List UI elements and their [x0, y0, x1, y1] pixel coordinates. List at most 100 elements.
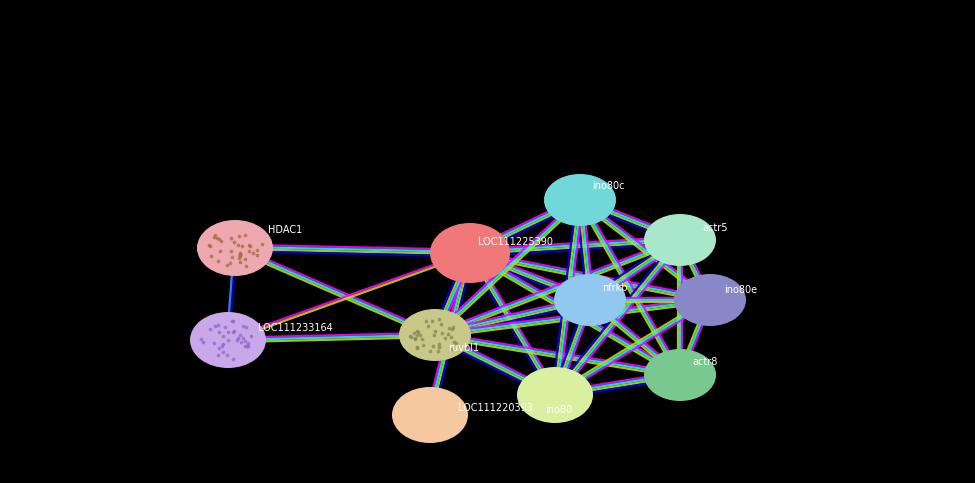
Point [420, 322, 436, 330]
Point [444, 333, 459, 341]
Point [448, 339, 464, 347]
Text: ino80e: ino80e [724, 285, 758, 295]
Point [242, 242, 257, 250]
Point [410, 328, 426, 336]
Text: actr8: actr8 [692, 357, 718, 367]
Point [221, 259, 237, 267]
Point [237, 231, 253, 239]
Point [437, 334, 452, 342]
Point [211, 321, 226, 329]
Point [210, 257, 225, 265]
Point [411, 331, 427, 339]
Point [224, 317, 240, 325]
Point [219, 351, 235, 359]
Point [206, 233, 221, 241]
Point [215, 348, 231, 355]
Ellipse shape [674, 274, 746, 326]
Point [236, 334, 252, 342]
Point [238, 323, 254, 331]
Point [417, 317, 433, 325]
Point [211, 351, 226, 359]
Point [240, 342, 255, 350]
Point [237, 255, 253, 263]
Point [234, 339, 250, 346]
Text: actr5: actr5 [702, 223, 727, 233]
Point [406, 329, 421, 337]
Text: ruvbl1: ruvbl1 [448, 343, 479, 353]
Point [445, 326, 460, 333]
Point [408, 336, 423, 343]
Point [431, 343, 447, 351]
Point [441, 330, 456, 338]
Ellipse shape [430, 223, 510, 283]
Point [193, 335, 209, 343]
Point [212, 344, 227, 352]
Point [226, 238, 242, 245]
Point [410, 343, 425, 351]
Point [447, 338, 462, 345]
Point [217, 323, 233, 330]
Point [208, 322, 223, 330]
Point [203, 326, 218, 333]
Point [250, 251, 265, 259]
Point [446, 323, 461, 330]
Ellipse shape [517, 367, 593, 423]
Point [235, 322, 251, 330]
Point [427, 327, 443, 335]
Point [424, 317, 440, 325]
Point [408, 334, 423, 342]
Text: ino80c: ino80c [592, 181, 625, 191]
Point [223, 247, 239, 255]
Point [207, 339, 222, 347]
Point [413, 335, 429, 343]
Point [238, 337, 254, 344]
Point [234, 242, 250, 250]
Point [224, 253, 240, 260]
Point [231, 232, 247, 240]
Ellipse shape [190, 312, 266, 368]
Point [232, 250, 248, 258]
Point [225, 355, 241, 363]
Point [238, 262, 254, 270]
Text: HDAC1: HDAC1 [268, 225, 302, 235]
Point [254, 240, 269, 248]
Point [442, 325, 457, 332]
Text: LOC111220393: LOC111220393 [458, 403, 533, 413]
Ellipse shape [197, 220, 273, 276]
Point [237, 342, 253, 350]
Point [232, 252, 248, 260]
Point [225, 317, 241, 325]
Point [232, 249, 248, 256]
Text: ino80: ino80 [545, 405, 572, 415]
Point [433, 320, 448, 327]
Point [232, 254, 248, 262]
Point [430, 347, 446, 355]
Point [425, 342, 441, 350]
Point [195, 339, 211, 346]
Point [415, 341, 431, 348]
Point [404, 334, 419, 341]
Point [432, 315, 448, 323]
Point [241, 339, 256, 347]
Point [402, 332, 417, 340]
Text: LOC111233164: LOC111233164 [258, 323, 332, 333]
Point [410, 331, 425, 339]
Text: LOC111225390: LOC111225390 [478, 237, 553, 247]
Point [229, 337, 245, 344]
Point [245, 249, 260, 257]
Point [426, 331, 442, 339]
Point [220, 328, 236, 336]
Point [445, 345, 460, 353]
Point [203, 242, 218, 250]
Point [214, 342, 230, 350]
Point [435, 329, 450, 337]
Point [225, 328, 241, 336]
Point [242, 241, 257, 248]
Ellipse shape [644, 214, 716, 266]
Point [230, 334, 246, 341]
Point [250, 246, 265, 254]
Text: nfrkb: nfrkb [602, 283, 628, 293]
Point [212, 328, 227, 336]
Point [241, 247, 256, 255]
Point [214, 238, 229, 245]
